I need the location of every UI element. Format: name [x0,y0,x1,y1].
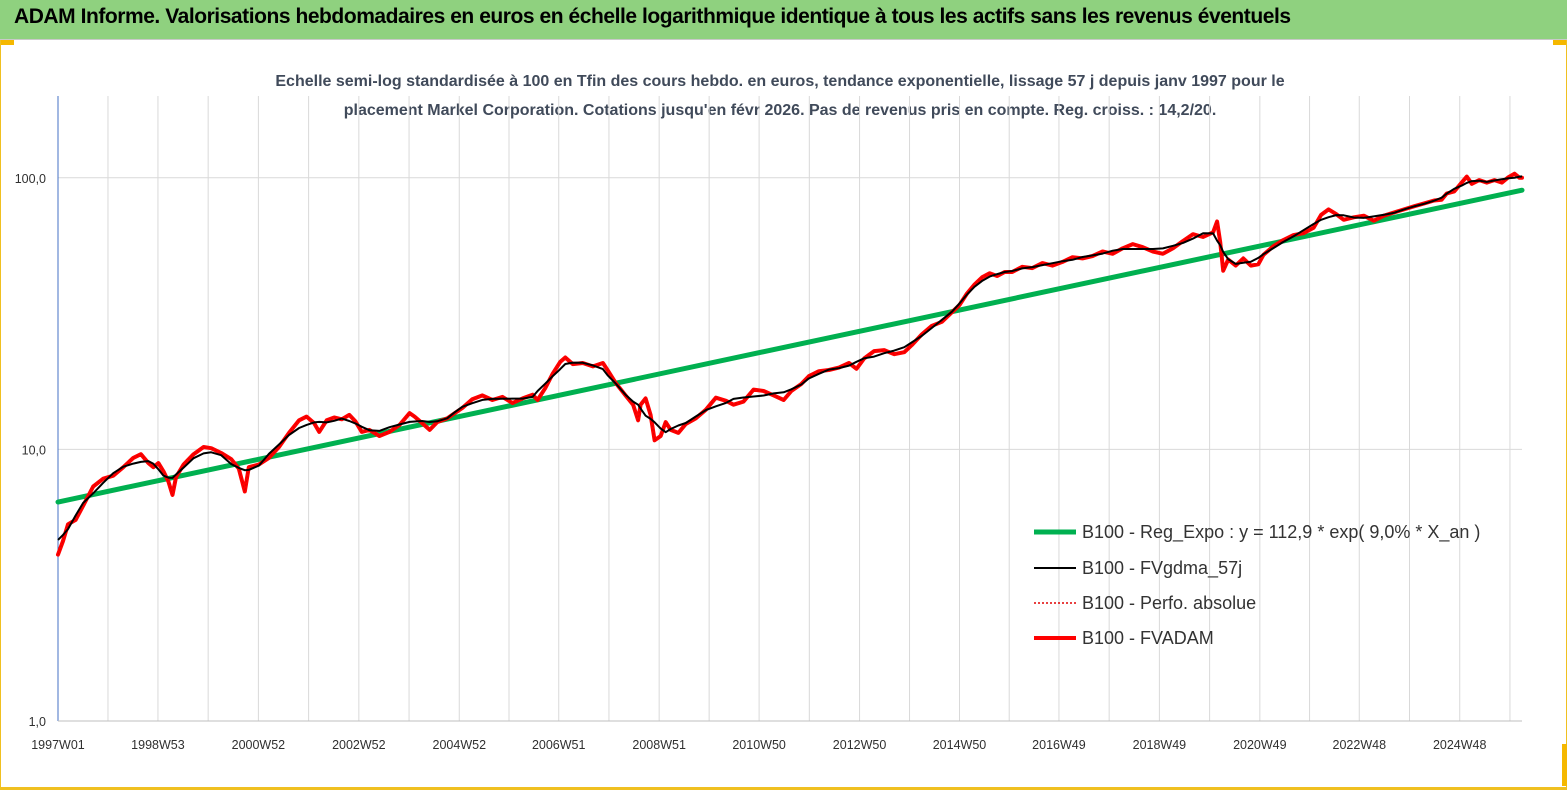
legend: B100 - Reg_Expo : y = 112,9 * exp( 9,0% … [1034,522,1480,648]
y-tick-label: 10,0 [22,443,46,457]
x-tick-label: 2000W52 [232,738,286,752]
legend-label-fvgdma: B100 - FVgdma_57j [1082,558,1242,579]
x-tick-label: 2014W50 [933,738,987,752]
frame-left-edge [0,40,1,790]
chart-subtitle-line-2: placement Markel Corporation. Cotations … [344,102,1217,119]
x-tick-label: 2022W48 [1333,738,1387,752]
x-tick-label: 2020W49 [1233,738,1287,752]
x-tick-label: 2018W49 [1133,738,1187,752]
x-tick-label: 2006W51 [532,738,586,752]
legend-label-perfo: B100 - Perfo. absolue [1082,593,1256,613]
axes: 1,0 10,0 100,0 1997W01 1998W53 2000W52 2002W52… [15,96,1522,752]
grid-lines [57,96,1522,722]
frame-corner-bottom-right [1562,744,1567,786]
x-tick-label: 2004W52 [433,738,487,752]
chart-area: Echelle semi-log standardisée à 100 en T… [15,73,1525,752]
series-perfo-absolue-line [57,173,1522,555]
x-tick-label: 2016W49 [1032,738,1086,752]
series-fvgdma-line [57,175,1523,541]
frame-bottom-edge [0,787,1567,790]
x-tick-label: 2012W50 [833,738,887,752]
frame-corner-top-right [1553,40,1567,45]
frame-corner-top-left [0,40,14,45]
x-tick-label: 1998W53 [131,738,185,752]
y-tick-label: 100,0 [15,172,46,186]
legend-label-fvadam: B100 - FVADAM [1082,628,1214,648]
y-tick-label: 1,0 [29,715,46,729]
page-title: ADAM Informe. Valorisations hebdomadaire… [14,5,1291,28]
x-tick-label: 1997W01 [31,738,85,752]
x-tick-label: 2008W51 [632,738,686,752]
series-lines [55,171,1525,557]
x-tick-label: 2002W52 [332,738,386,752]
title-banner: ADAM Informe. Valorisations hebdomadaire… [0,0,1567,40]
series-reg-expo-line [55,187,1525,505]
chart-subtitle-line-1: Echelle semi-log standardisée à 100 en T… [275,73,1284,90]
legend-label-reg: B100 - Reg_Expo : y = 112,9 * exp( 9,0% … [1082,522,1480,543]
x-tick-label: 2010W50 [732,738,786,752]
x-tick-label: 2024W48 [1433,738,1487,752]
